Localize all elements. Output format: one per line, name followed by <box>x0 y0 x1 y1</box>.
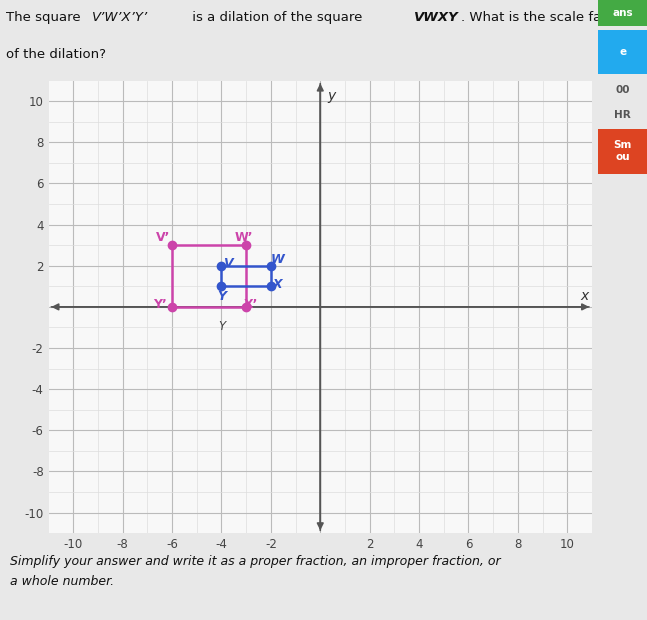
Text: V’: V’ <box>156 231 171 244</box>
Text: is a dilation of the square: is a dilation of the square <box>188 11 366 24</box>
Text: y: y <box>327 89 336 103</box>
Text: of the dilation?: of the dilation? <box>6 48 106 61</box>
Text: Y: Y <box>217 290 226 303</box>
Text: V: V <box>223 257 232 270</box>
Text: VWXY: VWXY <box>413 11 459 24</box>
Text: Y’: Y’ <box>153 298 166 311</box>
Text: X’: X’ <box>244 298 258 311</box>
Text: W’: W’ <box>234 231 253 244</box>
Text: The square: The square <box>6 11 85 24</box>
Text: a whole number.: a whole number. <box>10 575 114 588</box>
Text: V’W’X’Y’: V’W’X’Y’ <box>93 11 149 24</box>
Text: X: X <box>272 278 282 291</box>
Text: HR: HR <box>615 110 631 120</box>
Text: x: x <box>580 288 589 303</box>
Text: . What is the scale factor: . What is the scale factor <box>461 11 628 24</box>
Text: Y: Y <box>218 321 225 334</box>
Text: W: W <box>270 253 284 266</box>
Text: 00: 00 <box>615 85 630 95</box>
Text: Sm
ou: Sm ou <box>613 141 632 162</box>
Text: ans: ans <box>613 8 633 18</box>
Text: e: e <box>619 47 626 57</box>
Text: Simplify your answer and write it as a proper fraction, an improper fraction, or: Simplify your answer and write it as a p… <box>10 555 500 568</box>
